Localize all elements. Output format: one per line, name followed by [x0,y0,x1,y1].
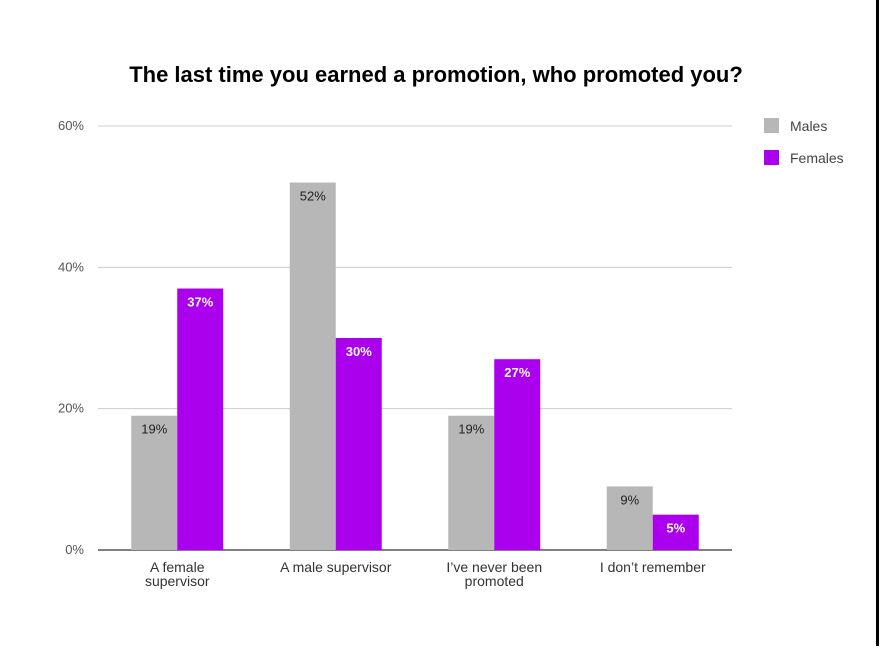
bar-females [652,514,699,550]
category-label: promoted [465,573,524,589]
y-tick-label: 20% [58,401,84,416]
bar-females [177,288,224,550]
category-label: I’ve never been [446,559,542,575]
legend-label: Females [790,150,844,166]
data-label: 30% [346,344,372,359]
legend-swatch-females [764,150,779,165]
data-label: 5% [666,521,685,536]
y-tick-label: 0% [65,542,84,557]
category-label: I don’t remember [600,559,706,575]
y-tick-label: 60% [58,118,84,133]
data-label: 9% [620,492,639,507]
chart-title: The last time you earned a promotion, wh… [129,62,743,87]
frame-border [876,0,879,646]
category-label: supervisor [145,573,210,589]
y-tick-label: 40% [58,259,84,274]
y-axis-ticks: 0% 20% 40% 60% [58,118,84,557]
legend: Males Females [764,118,844,166]
bar-females [335,338,382,550]
bar-females [494,359,541,550]
data-label: 19% [458,422,484,437]
bar-males [448,415,495,550]
bars [131,182,699,551]
data-label: 37% [187,295,213,310]
legend-swatch-males [764,118,779,133]
bar-males [131,415,178,550]
data-labels: 19% 37% 52% 30% 19% 27% 9% 5% [141,189,685,536]
category-label: A female [150,559,205,575]
data-label: 19% [141,422,167,437]
category-label: A male supervisor [280,559,392,575]
legend-label: Males [790,118,827,134]
data-label: 52% [300,189,326,204]
bar-males [289,182,336,551]
bar-males [606,486,653,550]
data-label: 27% [504,365,530,380]
